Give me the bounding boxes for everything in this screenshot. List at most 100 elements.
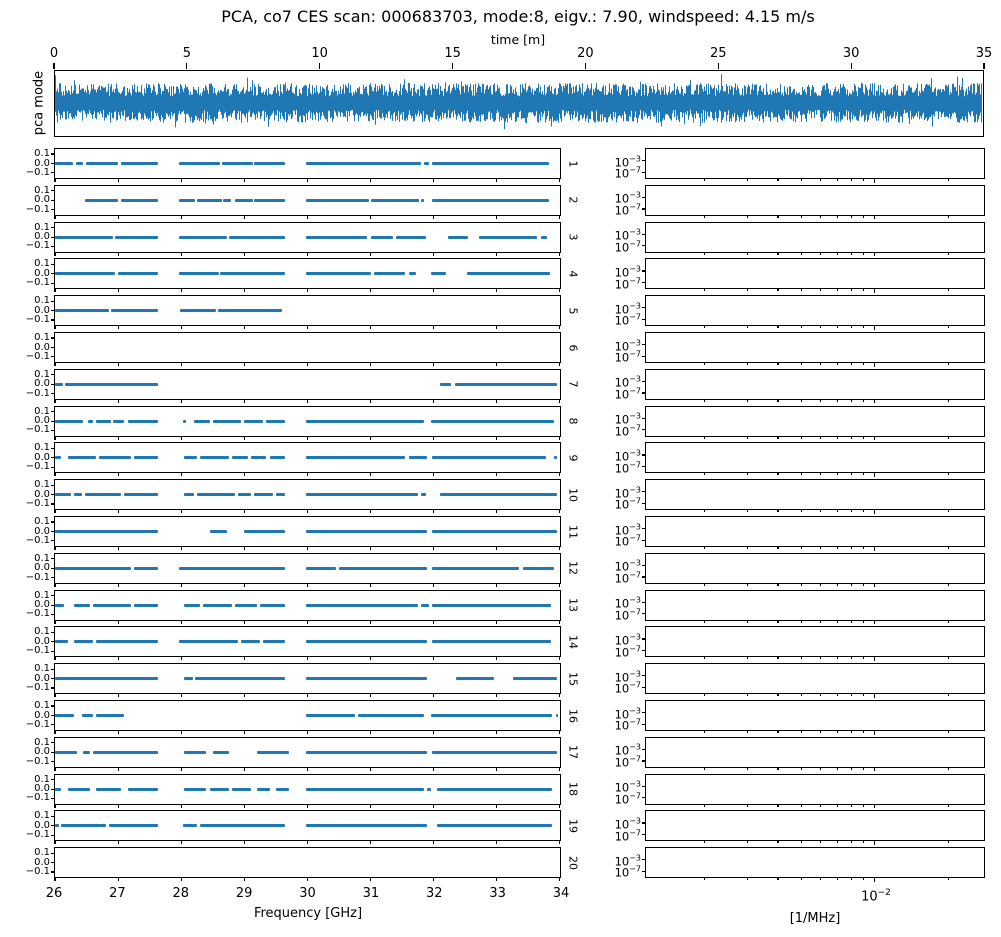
mask-segment [408,272,417,276]
log-minor-tick [777,582,779,586]
frequency-tick [180,766,182,771]
mask-segment [373,272,406,276]
mask-segment [114,235,158,239]
mask-segment [110,309,158,313]
row-number-label: 19 [566,818,580,833]
mask-segment [306,162,422,165]
y-ticklabel: −0.1 [25,534,50,546]
right-row-panel: 10−3 10−7 [615,295,985,330]
mask-segment [306,787,425,791]
y-ticklabel: −0.1 [25,166,50,178]
log-minor-tick [947,472,949,476]
log-major-tick [874,730,876,735]
mask-segment [523,566,554,570]
y-tickmark [642,307,646,309]
top-axis-ticklabel: 0 [49,46,59,61]
mask-segment [178,198,195,202]
mask-segment [555,714,559,717]
y-tickmark [51,567,55,569]
log-y-ticklabel: 10−7 [614,533,641,549]
log-minor-tick [777,840,779,844]
right-row-panel: 10−3 10−7 [615,773,985,809]
y-tickmark [642,196,646,198]
log-minor-tick [746,214,749,218]
mask-segment [178,272,220,276]
y-tickmark [51,852,55,854]
mask-segment [306,198,370,202]
y-ticklabel: −0.1 [25,387,50,399]
log-minor-tick [820,877,822,881]
log-minor-tick [850,472,852,476]
frequency-ticklabel: 32 [426,886,443,901]
y-ticklabel: 0.1 [34,847,50,859]
log-y-ticklabel: 10−7 [614,570,641,586]
frequency-tick [243,325,245,330]
frequency-tick [54,251,56,256]
mask-segment [306,566,336,570]
frequency-tick [433,325,435,330]
log-minor-tick [947,178,949,181]
mask-segment [306,677,428,681]
mask-segment [55,309,109,313]
mask-segment [254,198,285,202]
log-major-tick [874,178,876,183]
frequency-ticklabel: 28 [172,886,190,901]
top-axis-tick [983,63,985,69]
frequency-tick [117,840,119,845]
log-minor-tick [850,803,852,807]
log-y-ticklabel: 10−3 [614,448,641,464]
mask-segment [55,677,158,681]
frequency-ticklabel: 30 [299,886,316,901]
right-row-panel: 10−3 10−7 [615,221,985,257]
y-tickmark [51,245,55,247]
log-minor-tick [746,693,749,697]
log-minor-tick [850,582,852,586]
right-row-panel: 10−3 10−7 [615,736,985,772]
left-row-panel: 0.1 0.0 −0.1 19 [26,810,580,845]
y-tickmark [51,420,55,422]
frequency-tick [243,619,245,624]
log-minor-tick [836,803,838,807]
y-ticklabel: −0.1 [25,755,50,767]
frequency-tick [433,398,435,403]
log-minor-tick [820,435,822,439]
log-minor-tick [746,803,749,807]
mask-segment [67,456,96,460]
frequency-tick [433,766,435,771]
log-minor-tick [820,766,822,770]
right-row-panel: 10−3 10−7 [615,332,985,367]
log-y-ticklabel: 10−3 [614,853,641,869]
log-minor-tick [746,288,749,292]
frequency-tick [243,472,245,477]
y-tickmark [51,393,55,395]
log-minor-tick [836,362,838,365]
y-ticklabel: 0.0 [34,231,50,243]
log-minor-tick [947,251,949,255]
log-minor-tick [836,398,838,402]
frequency-tick [306,766,308,771]
log-minor-tick [820,840,822,844]
mask-segment [55,419,84,423]
row-number-label: 5 [566,307,580,315]
mask-segment [306,493,418,497]
y-tickmark [51,834,55,836]
row-number-label: 16 [566,708,580,723]
log-minor-tick [801,325,803,329]
y-tickmark [51,715,55,717]
log-minor-tick [777,766,779,770]
log-minor-tick [836,730,838,733]
y-ticklabel: 0.0 [34,856,50,868]
log-minor-tick [777,693,779,697]
y-ticklabel: 0.0 [34,709,50,721]
y-tickmark [51,273,55,275]
y-tickmark [51,172,55,174]
log-minor-tick [850,730,852,733]
frequency-tick [243,178,245,182]
log-y-ticklabel: 10−3 [614,411,641,427]
left-row-panel: 0.1 0.0 −0.1 15 [26,663,580,698]
log-minor-tick [746,877,749,881]
y-tickmark [642,686,646,688]
mask-segment [447,235,468,239]
log-minor-tick [746,362,749,365]
frequency-tick [180,325,182,330]
